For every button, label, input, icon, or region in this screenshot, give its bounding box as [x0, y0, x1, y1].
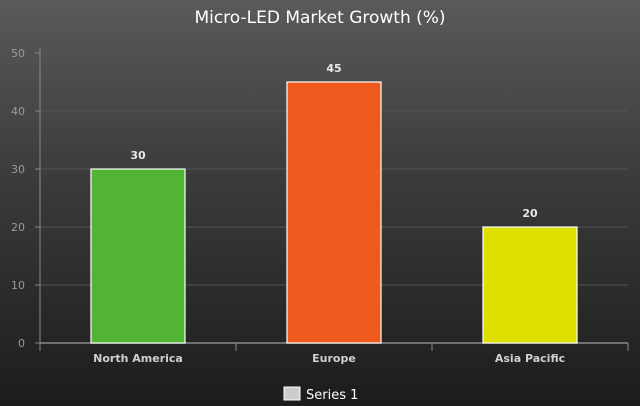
- data-label: 45: [326, 62, 341, 75]
- data-label: 30: [130, 149, 146, 162]
- x-axis: North America Europe Asia Pacific: [39, 342, 629, 365]
- data-label: 20: [522, 207, 538, 220]
- legend-swatch: [283, 386, 301, 401]
- y-tick-label: 20: [11, 221, 25, 234]
- legend-label[interactable]: Series 1: [306, 388, 358, 403]
- y-tick-label: 10: [11, 279, 25, 292]
- y-tick-label: 0: [18, 337, 25, 350]
- x-tick-label: North America: [93, 352, 183, 365]
- y-axis: 0 10 20 30 40 50: [11, 47, 41, 350]
- x-tick-label: Europe: [312, 352, 356, 365]
- bar[interactable]: [482, 226, 578, 344]
- y-tick-label: 50: [11, 47, 25, 60]
- legend[interactable]: Series 1: [283, 386, 358, 403]
- chart-title: Micro-LED Market Growth (%): [194, 8, 445, 28]
- bar[interactable]: [90, 168, 186, 344]
- y-tick-label: 30: [11, 163, 25, 176]
- bar[interactable]: [286, 81, 382, 344]
- x-tick-label: Asia Pacific: [495, 352, 565, 365]
- y-tick-label: 40: [11, 105, 25, 118]
- bars: 30 45 20: [90, 62, 578, 344]
